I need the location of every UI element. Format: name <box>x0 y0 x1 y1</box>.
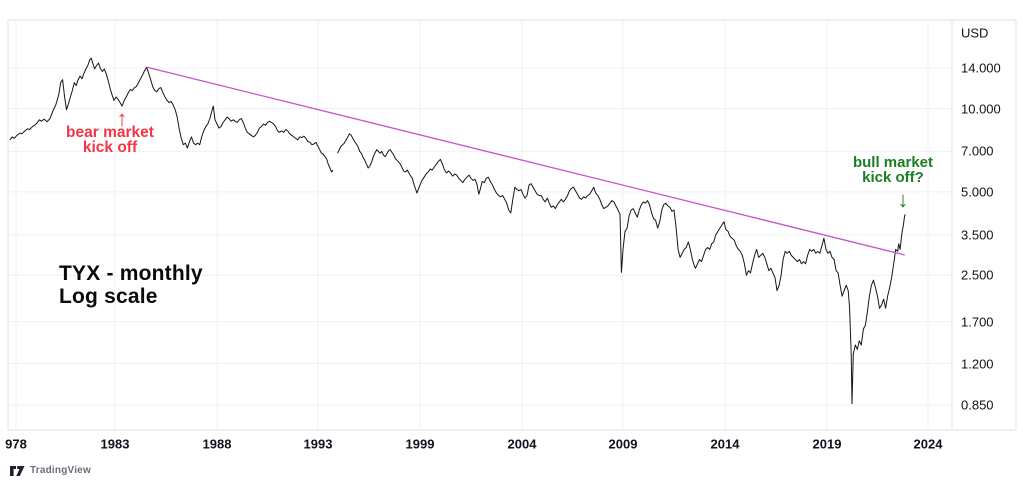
price-axis-tick-label: 3.500 <box>961 227 994 243</box>
price-series-path <box>9 57 334 173</box>
trendline-drawing[interactable] <box>146 66 905 256</box>
bull-annotation-line1: bull market <box>852 154 934 171</box>
chart-title-line1: TYX - monthly <box>59 262 203 285</box>
price-axis-tick-label: 1.700 <box>961 314 994 330</box>
time-axis-tick-label: 978 <box>5 436 27 452</box>
time-axis-tick-label: 1993 <box>303 436 333 452</box>
price-axis-currency-label: USD <box>961 25 989 41</box>
bear-market-annotation[interactable]: bear market kick off <box>66 124 154 156</box>
time-axis-tick-label: 1999 <box>405 436 435 452</box>
bull-market-annotation[interactable]: bull market kick off? <box>853 155 933 185</box>
tradingview-brand-label: TradingView <box>30 465 91 476</box>
bull-annotation-line2: kick off? <box>862 169 924 186</box>
bear-annotation-line2: kick off <box>82 139 138 156</box>
time-axis-tick-label: 2024 <box>913 436 943 452</box>
chart-pane[interactable] <box>8 20 952 430</box>
tradingview-logo[interactable]: TradingView <box>10 465 91 476</box>
time-axis-tick-label: 1988 <box>202 436 232 452</box>
grid-layer <box>8 20 952 430</box>
price-axis-tick-label: 1.200 <box>961 356 994 372</box>
time-axis-tick-label: 2004 <box>507 436 537 452</box>
tradingview-logo-icon <box>10 465 25 476</box>
price-axis-tick-label: 5.000 <box>961 184 994 200</box>
chart-title-line2: Log scale <box>59 285 158 308</box>
time-axis-tick-label: 2014 <box>710 436 740 452</box>
descending-trendline[interactable] <box>146 66 905 256</box>
price-axis-tick-label: 7.000 <box>961 143 994 159</box>
chart-canvas[interactable] <box>0 0 1023 460</box>
time-axis-tick-label: 2009 <box>608 436 638 452</box>
price-series-path <box>337 133 906 405</box>
bull-down-arrow-icon[interactable]: ↓ <box>897 187 909 212</box>
price-axis-tick-label: 0.850 <box>961 397 994 413</box>
time-axis-tick-label: 1983 <box>100 436 130 452</box>
price-series <box>9 57 906 405</box>
chart-frame <box>7 19 1017 431</box>
price-axis-tick-label: 2.500 <box>961 267 994 283</box>
price-axis-tick-label: 10.000 <box>961 101 1001 116</box>
bear-up-arrow-icon[interactable]: ↑ <box>116 106 128 131</box>
price-axis-tick-label: 14.000 <box>961 60 1001 76</box>
bear-annotation-line1: bear market <box>66 124 154 141</box>
chart-title: TYX - monthly Log scale <box>59 262 203 308</box>
time-axis-tick-label: 2019 <box>812 436 842 452</box>
